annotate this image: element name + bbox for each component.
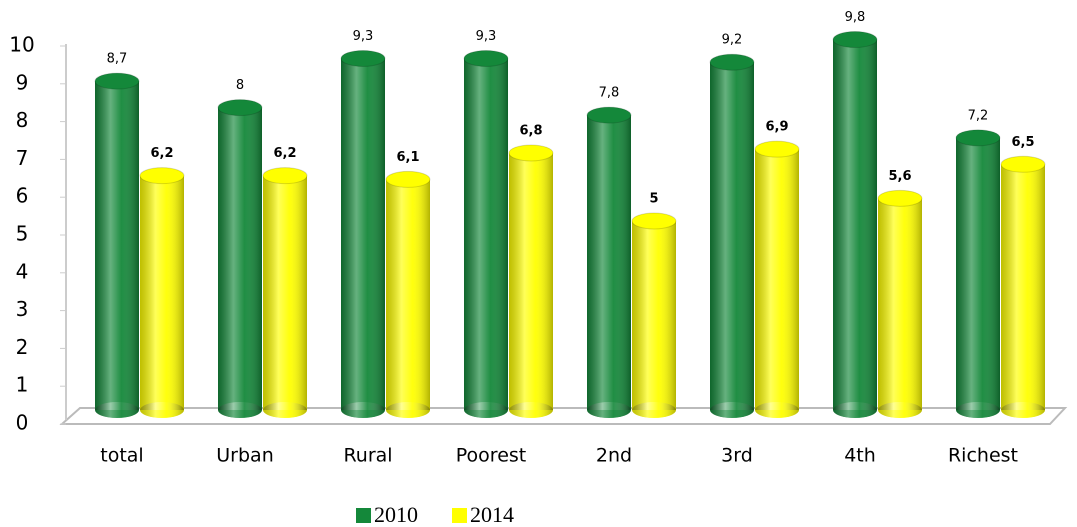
- bar-shade: [386, 179, 430, 410]
- value-label: 6,1: [396, 150, 419, 165]
- bar-shade: [587, 115, 631, 410]
- legend-label: 2010: [374, 502, 418, 527]
- value-label: 7,8: [599, 86, 620, 101]
- y-tick-label: 10: [9, 33, 34, 57]
- bar-cap: [832, 31, 878, 49]
- value-label: 5: [649, 192, 658, 207]
- y-tick-label: 8: [16, 108, 29, 132]
- bar-base-shade: [386, 402, 430, 418]
- bar-base-shade: [464, 402, 508, 418]
- y-tick-label: 6: [16, 184, 29, 208]
- value-label: 9,2: [722, 33, 743, 48]
- bar-shade: [509, 152, 553, 410]
- x-tick-label: 4th: [844, 445, 876, 467]
- y-tick-label: 3: [16, 297, 29, 321]
- bar-base-shade: [263, 402, 307, 418]
- bar-base-shade: [878, 402, 922, 418]
- bar-shade: [755, 149, 799, 410]
- bar-cap: [955, 129, 1001, 147]
- x-tick-label: total: [100, 445, 143, 467]
- bar-base-shade: [587, 402, 631, 418]
- bar-cap: [262, 167, 308, 185]
- bar-base-shade: [509, 402, 553, 418]
- value-label: 6,8: [519, 123, 542, 138]
- legend-swatch: [356, 508, 371, 523]
- bar-base-shade: [710, 402, 754, 418]
- value-label: 6,2: [273, 146, 296, 161]
- bar-base-shade: [140, 402, 184, 418]
- bar-cap: [139, 167, 185, 185]
- y-tick-label: 1: [16, 373, 29, 397]
- x-tick-label: Richest: [948, 445, 1018, 467]
- value-label: 6,2: [150, 146, 173, 161]
- y-tick-label: 5: [16, 222, 29, 246]
- bar-shade: [956, 137, 1000, 410]
- value-label: 7,2: [968, 108, 989, 123]
- x-tick-label: Rural: [343, 445, 392, 467]
- value-label: 9,8: [845, 10, 866, 25]
- bar-base-shade: [755, 402, 799, 418]
- bar-cap: [385, 170, 431, 188]
- bar-base-shade: [95, 402, 139, 418]
- bar-shade: [878, 198, 922, 410]
- bar-shade: [95, 81, 139, 410]
- x-tick-label: Urban: [216, 445, 273, 467]
- bar-shade: [263, 175, 307, 410]
- value-label: 5,6: [888, 169, 911, 184]
- bar-shade: [1001, 164, 1045, 410]
- y-tick-label: 4: [16, 259, 29, 283]
- y-tick-label: 0: [16, 411, 29, 435]
- bar-cap: [217, 99, 263, 117]
- bar-base-shade: [1001, 402, 1045, 418]
- floor: [59, 407, 1068, 425]
- value-label: 8,7: [107, 52, 128, 67]
- bar-cap: [709, 53, 755, 71]
- x-tick-label: Poorest: [456, 445, 526, 467]
- bar-cap: [754, 140, 800, 158]
- value-label: 6,9: [765, 120, 788, 135]
- y-tick-label: 9: [16, 70, 29, 94]
- x-tick-label: 3rd: [721, 445, 753, 467]
- bar-base-shade: [218, 402, 262, 418]
- value-label: 9,3: [353, 29, 374, 44]
- bar-shade: [218, 107, 262, 410]
- bar-shade: [341, 58, 385, 411]
- bar-cap: [1000, 155, 1046, 173]
- value-label: 6,5: [1011, 135, 1034, 150]
- bar-cap: [94, 72, 140, 90]
- bar-base-shade: [956, 402, 1000, 418]
- legend-swatch: [452, 508, 467, 523]
- bar-shade: [464, 58, 508, 411]
- bar-shade: [710, 62, 754, 411]
- bar-cap: [586, 106, 632, 124]
- bar-base-shade: [341, 402, 385, 418]
- bar-shade: [140, 175, 184, 410]
- bar-shade: [632, 221, 676, 410]
- bar-cap: [508, 144, 554, 162]
- bar-cap: [463, 49, 509, 67]
- y-tick-label: 7: [16, 146, 29, 170]
- bar-shade: [833, 39, 877, 411]
- x-tick-label: 2nd: [596, 445, 632, 467]
- bar-cap: [631, 212, 677, 230]
- bar-cap: [340, 49, 386, 67]
- value-label: 9,3: [476, 29, 497, 44]
- bar-cap: [877, 189, 923, 207]
- bar-base-shade: [632, 402, 676, 418]
- y-tick-label: 2: [16, 335, 29, 359]
- value-label: 8: [236, 78, 244, 93]
- legend-label: 2014: [470, 502, 514, 527]
- bar-base-shade: [833, 402, 877, 418]
